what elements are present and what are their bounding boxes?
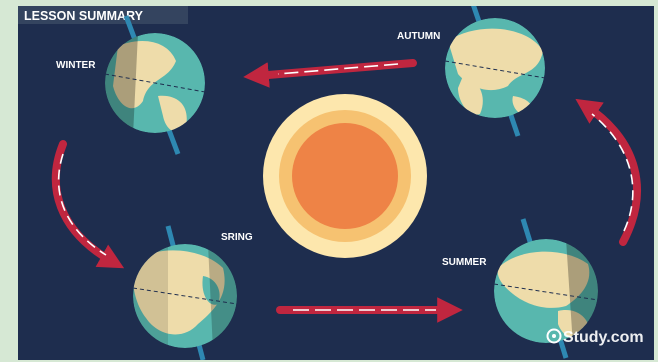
winter-earth <box>105 15 205 155</box>
watermark: Study.com <box>546 328 644 346</box>
orbit-arrow-summer-to-autumn <box>575 98 641 246</box>
watermark-text: Study.com <box>563 329 644 346</box>
header-bar: LESSON SUMMARY <box>18 6 188 24</box>
study-logo-icon <box>546 328 562 344</box>
orbit-arrow-winter-to-spring <box>51 140 125 269</box>
orbit-arrow-autumn-to-winter <box>243 59 417 88</box>
autumn-earth <box>445 6 545 137</box>
diagram-canvas: LESSON SUMMARY WINTER <box>18 6 654 360</box>
summer-label: SUMMER <box>442 257 487 268</box>
summer-earth <box>494 218 598 359</box>
spring-label: SRING <box>221 232 253 243</box>
lesson-summary-title: LESSON SUMMARY <box>24 9 144 23</box>
autumn-label: AUTUMN <box>397 31 440 42</box>
winter-label: WINTER <box>56 60 96 71</box>
sun <box>263 94 427 258</box>
